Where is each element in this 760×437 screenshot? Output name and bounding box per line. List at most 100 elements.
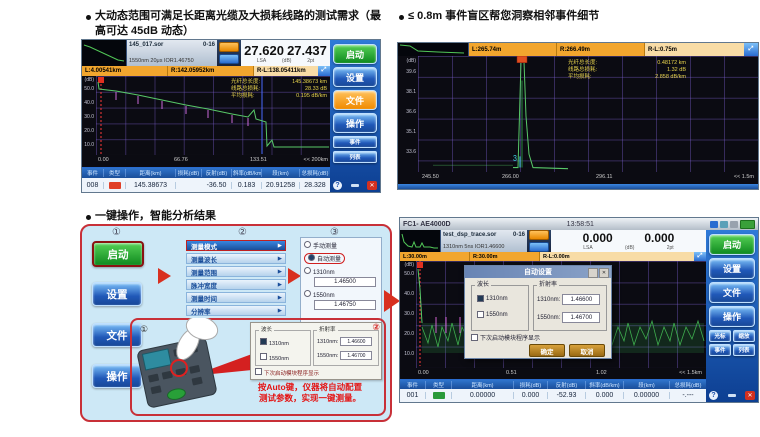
cursor-delta: R-L:0.00m bbox=[540, 252, 694, 261]
info-label: 平均损耗: bbox=[231, 92, 255, 99]
col-header: 段(km) bbox=[262, 169, 300, 178]
bullet-dot bbox=[86, 15, 91, 20]
minimize-icon[interactable] bbox=[727, 394, 736, 397]
ior-1310-input[interactable]: 1.46600 bbox=[562, 294, 601, 305]
ior-group: 折射率 1310nm: 1.46600 1550nm: 1.46700 bbox=[533, 282, 607, 331]
dialog-minimize-icon[interactable] bbox=[588, 268, 598, 278]
ok-button[interactable]: 确定 bbox=[529, 344, 565, 357]
dialog-title-bar[interactable]: 自动设置 ✕ bbox=[465, 266, 611, 278]
cursor-left[interactable]: L:4.00541km bbox=[82, 66, 168, 76]
show-next-time-checkbox[interactable]: 下次启动模块程序显示 bbox=[471, 333, 540, 342]
wl-1310-checkbox[interactable]: 1310nm bbox=[260, 338, 310, 347]
start-button-illustration[interactable]: 启动 bbox=[92, 241, 144, 267]
list-small-button[interactable]: 列表 bbox=[333, 151, 377, 163]
start-button[interactable]: 启动 bbox=[709, 234, 755, 255]
radio-icon bbox=[304, 267, 311, 274]
avg-mode-pill[interactable] bbox=[529, 230, 549, 240]
radio-icon bbox=[304, 290, 311, 297]
menu-item-range[interactable]: 测量范围 ▶ bbox=[186, 266, 286, 277]
col-header: 总损耗(dB) bbox=[301, 171, 329, 178]
dialog-close-icon[interactable]: ✕ bbox=[599, 268, 609, 278]
menu-item-wavelength[interactable]: 测量波长 ▶ bbox=[186, 253, 286, 264]
file-button-illustration[interactable]: 文件 bbox=[92, 323, 142, 347]
checkbox-icon bbox=[477, 295, 484, 302]
file-button[interactable]: 文件 bbox=[709, 282, 755, 303]
summary-info: 光纤总长度: 0.48172 km 线路总损耗: 1.32 dB 平均损耗: 2.85… bbox=[568, 60, 686, 81]
submenu-arrow-icon: ▶ bbox=[277, 242, 282, 249]
wavelength-1310-option[interactable]: 1310nm bbox=[304, 267, 378, 276]
help-icon[interactable]: ? bbox=[333, 181, 342, 190]
menu-item-pulse-width[interactable]: 脉冲宽度 ▶ bbox=[186, 279, 286, 290]
ior-1550-input[interactable]: 1.46750 bbox=[314, 300, 376, 310]
col-header: 斜率(dB/km) bbox=[233, 169, 262, 178]
cursor-bar: L:30.00m R:30.00m R-L:0.00m ⤢ bbox=[400, 252, 706, 261]
menu-item-resolution[interactable]: 分辨率 ▶ bbox=[186, 305, 286, 316]
avg-mode-pill[interactable] bbox=[219, 42, 239, 52]
event-small-button[interactable]: 事件 bbox=[709, 344, 731, 356]
list-small-button[interactable]: 列表 bbox=[733, 344, 755, 356]
trace-chart[interactable]: (dB) 50.0 40.0 30.0 20.0 10.0 bbox=[82, 75, 330, 156]
otdr-trace: 3 bbox=[433, 56, 569, 170]
settings-button-illustration[interactable]: 设置 bbox=[92, 282, 142, 306]
settings-button[interactable]: 设置 bbox=[709, 258, 755, 279]
trace-thumbnail[interactable] bbox=[398, 43, 469, 56]
trace-chart[interactable]: (dB) 39.6 38.1 36.6 35.1 33.6 3 光纤总长度: 0.… bbox=[398, 56, 758, 172]
cursor-small-button[interactable]: 光标 bbox=[709, 330, 731, 342]
x-tick: 0.00 bbox=[418, 370, 429, 376]
cursor-left[interactable]: L:265.74m bbox=[469, 43, 557, 56]
ior-label: 1550nm: bbox=[537, 314, 561, 321]
zoom-cursor-icon[interactable]: ⤢ bbox=[744, 43, 758, 56]
event-section: 20.91258 bbox=[262, 181, 300, 189]
ior-1550-input[interactable]: 1.46700 bbox=[340, 351, 373, 360]
menu-item-time[interactable]: 测量时间 ▶ bbox=[186, 292, 286, 303]
file-button[interactable]: 文件 bbox=[333, 90, 377, 110]
realtime-mode-pill[interactable] bbox=[219, 54, 239, 64]
auto-measure-option[interactable]: 自动测量 bbox=[304, 253, 378, 264]
loss-readout: 27.620 27.437 LSA (dB) 2pt bbox=[241, 40, 330, 66]
cursor-right[interactable]: R:30.00m bbox=[470, 252, 540, 261]
wavelength-1550-option[interactable]: 1550nm bbox=[304, 290, 378, 299]
trace-thumbnail[interactable] bbox=[82, 40, 127, 66]
operate-button[interactable]: 操作 bbox=[333, 113, 377, 133]
realtime-mode-pill[interactable] bbox=[529, 242, 549, 252]
ior-1550-input[interactable]: 1.46700 bbox=[562, 312, 601, 323]
wl-1310-checkbox[interactable]: 1310nm bbox=[477, 295, 528, 302]
info-label: 平均损耗: bbox=[568, 74, 592, 80]
cursor-left[interactable]: L:30.00m bbox=[400, 252, 470, 261]
zoom-small-button[interactable]: 缩放 bbox=[733, 330, 755, 342]
cursor-right[interactable]: R:266.49m bbox=[557, 43, 645, 56]
ior-1310-input[interactable]: 1.46500 bbox=[314, 277, 376, 287]
wl-1550-checkbox[interactable]: 1550nm bbox=[477, 311, 528, 318]
auto-key-callout-box bbox=[130, 318, 386, 416]
checkbox-icon bbox=[260, 338, 267, 345]
start-button[interactable]: 启动 bbox=[333, 44, 377, 64]
info-label: 线路总损耗: bbox=[231, 85, 261, 92]
event-table-row[interactable]: 001 0.00000 0.000 -52.93 0.000 0.00000 -… bbox=[400, 389, 706, 402]
settings-button[interactable]: 设置 bbox=[333, 67, 377, 87]
ior-1310-input[interactable]: 1.46600 bbox=[340, 337, 373, 346]
otdr-screenshot-auto-setup: FC1- AE4000D 13:58:51 test_dsp_trace.sor… bbox=[400, 218, 758, 402]
trace-chart[interactable]: (dB) 50.0 40.0 30.0 20.0 10.0 bbox=[400, 261, 706, 368]
operate-button-illustration[interactable]: 操作 bbox=[92, 364, 142, 388]
minimize-icon[interactable] bbox=[350, 184, 359, 187]
trace-thumbnail[interactable] bbox=[400, 230, 441, 252]
auto-setup-mini-dialog: ② 波长 1310nm 1550nm 折射率 1310nm: 1.46600 1… bbox=[250, 322, 382, 380]
operate-button[interactable]: 操作 bbox=[709, 306, 755, 327]
help-icon[interactable]: ? bbox=[709, 391, 718, 400]
manual-measure-option[interactable]: 手动测量 bbox=[304, 241, 378, 250]
show-next-time-checkbox[interactable]: 下次启动模块程序显示 bbox=[255, 368, 319, 377]
menu-item-mode[interactable]: 测量模式 ▶ bbox=[186, 240, 286, 251]
zoom-cursor-icon[interactable]: ⤢ bbox=[694, 252, 706, 261]
wl-1550-checkbox[interactable]: 1550nm bbox=[260, 353, 310, 362]
window-icons: ? ✕ bbox=[709, 391, 755, 400]
usb-status-icon bbox=[720, 220, 728, 228]
averaging-count: 0-16 bbox=[202, 42, 215, 48]
event-small-button[interactable]: 事件 bbox=[333, 136, 377, 148]
cancel-button[interactable]: 取消 bbox=[569, 344, 605, 357]
close-icon[interactable]: ✕ bbox=[745, 391, 755, 400]
cursor-right[interactable]: R:142.05952km bbox=[168, 66, 254, 76]
close-icon[interactable]: ✕ bbox=[367, 181, 377, 190]
zoom-cursor-icon[interactable]: ⤢ bbox=[318, 66, 330, 76]
event-table-row[interactable]: 008 145.38673 -36.50 0.183 20.91258 28.3… bbox=[82, 178, 330, 192]
loss-unit-2pt: 2pt bbox=[307, 57, 315, 64]
